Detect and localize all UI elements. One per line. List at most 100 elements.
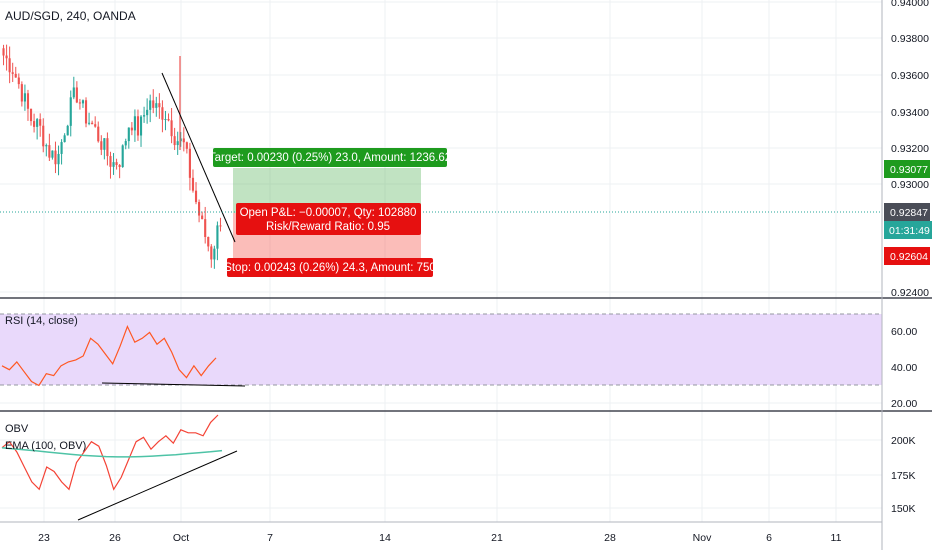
candle-body — [152, 100, 155, 108]
candle-body — [194, 190, 198, 203]
candle-body — [161, 107, 164, 120]
obv-axis[interactable]: 200K 175K 150K — [891, 435, 916, 515]
candle-body — [204, 219, 207, 237]
candle-body — [139, 116, 143, 136]
grid-lines — [0, 0, 882, 522]
time-tick-label: 6 — [766, 532, 772, 544]
symbol-title: AUD/SGD, 240, OANDA — [5, 9, 136, 23]
time-tick-label: 21 — [491, 532, 503, 544]
target-label: Target: 0.00230 (0.25%) 23.0, Amount: 12… — [209, 152, 451, 164]
price-tick-label: 0.93000 — [891, 179, 929, 191]
price-tick-label: 0.93800 — [891, 33, 929, 45]
candle-body — [26, 93, 30, 109]
candle-body — [88, 122, 91, 124]
obv-tick-label: 200K — [891, 435, 916, 447]
candle-body — [121, 145, 124, 168]
stop-price-badge — [884, 247, 930, 265]
candle-body — [216, 225, 219, 249]
ema-title: EMA (100, OBV) — [5, 440, 86, 452]
candle-body — [75, 87, 78, 103]
candle-series — [2, 44, 222, 269]
time-tick-label: 11 — [831, 532, 842, 544]
candle-body — [81, 100, 85, 104]
time-tick-label: 7 — [267, 532, 273, 544]
price-tick-label: 0.93200 — [891, 143, 929, 155]
candle-body — [23, 93, 26, 102]
candle-body — [84, 100, 88, 124]
candle-body — [210, 246, 213, 260]
countdown-badge — [884, 221, 932, 239]
candle-body — [39, 119, 42, 126]
ema-line — [1, 446, 223, 458]
price-tick-label: 0.93600 — [891, 70, 929, 82]
candle-body — [14, 73, 17, 78]
obv-title: OBV — [5, 423, 29, 435]
candle-body — [60, 142, 63, 154]
current-price-label: 0.92847 — [890, 207, 928, 219]
risk-reward-label: Risk/Reward Ratio: 0.95 — [266, 221, 390, 233]
candle-body — [5, 55, 8, 59]
stop-price-label: 0.92604 — [890, 251, 928, 263]
target-label-box[interactable] — [213, 148, 447, 167]
stop-label-box[interactable] — [227, 258, 433, 277]
candle-body — [143, 115, 146, 117]
price-tick-label: 0.92400 — [891, 287, 929, 299]
candle-body — [63, 135, 66, 143]
countdown-label: 01:31:49 — [889, 225, 930, 237]
candle-body — [149, 100, 152, 110]
candle-body — [115, 162, 118, 165]
pnl-label-box[interactable] — [236, 203, 421, 235]
stop-label: Stop: 0.00243 (0.26%) 24.3, Amount: 750 — [224, 262, 436, 274]
rsi-axis[interactable]: 60.00 40.00 20.00 — [891, 326, 917, 410]
candle-body — [54, 150, 57, 165]
candle-body — [191, 177, 195, 191]
time-tick-label: 28 — [604, 532, 616, 544]
obv-pane — [1, 414, 223, 491]
candle-body — [11, 72, 14, 74]
candle-body — [164, 119, 167, 121]
time-axis[interactable]: 23 26 Oct 7 14 21 28 Nov 6 11 — [38, 532, 841, 544]
candle-body — [179, 138, 182, 142]
candle-body — [33, 121, 36, 127]
down-trendline[interactable] — [161, 72, 236, 243]
time-tick-label: 14 — [379, 532, 391, 544]
candle-body — [124, 141, 127, 146]
rsi-pane — [0, 313, 882, 387]
candle-body — [112, 162, 115, 167]
candle-body — [100, 141, 103, 150]
price-tick-label: 0.94000 — [891, 0, 929, 9]
price-axis[interactable]: 0.94000 0.93800 0.93600 0.93400 0.93200 … — [891, 0, 929, 299]
candle-body — [109, 156, 112, 167]
target-price-label: 0.93077 — [890, 164, 928, 176]
candle-body — [57, 153, 60, 165]
candle-body — [173, 136, 176, 146]
target-price-badge — [884, 160, 930, 178]
candle-body — [133, 116, 136, 131]
candle-body — [45, 145, 48, 147]
rsi-title: RSI (14, close) — [5, 315, 78, 327]
rsi-tick-label: 60.00 — [891, 326, 917, 338]
candle-body — [219, 225, 222, 227]
candle-body — [207, 236, 210, 247]
candle-body — [158, 103, 161, 108]
candle-body — [94, 124, 97, 127]
candle-body — [176, 141, 179, 146]
candle-body — [155, 103, 158, 108]
rsi-tick-label: 40.00 — [891, 362, 917, 374]
candle-body — [182, 138, 185, 143]
time-tick-label: 23 — [38, 532, 50, 544]
candle-body — [20, 84, 23, 102]
time-tick-label: 26 — [109, 532, 121, 544]
candle-body — [118, 164, 121, 168]
candle-body — [198, 202, 201, 216]
candle-body — [17, 77, 20, 85]
rsi-tick-label: 20.00 — [891, 398, 917, 410]
rsi-support-trendline[interactable] — [101, 382, 246, 387]
obv-tick-label: 150K — [891, 503, 916, 515]
obv-support-trendline[interactable] — [77, 450, 238, 521]
candle-body — [213, 248, 216, 260]
time-tick-label: Oct — [173, 532, 189, 544]
candle-body — [72, 87, 75, 98]
